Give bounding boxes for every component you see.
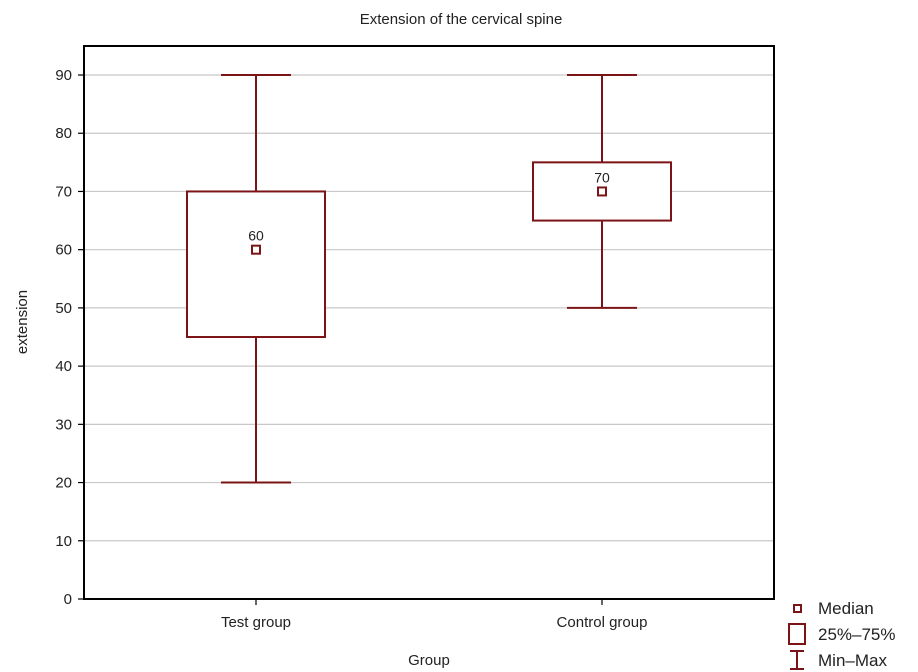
iqr-box	[186, 190, 326, 339]
y-tick-label: 0	[64, 591, 72, 608]
legend-label: 25%–75%	[818, 625, 896, 644]
box-group: 60	[186, 74, 326, 484]
y-axis-label: extension	[14, 290, 31, 354]
y-tick-label: 40	[55, 358, 72, 375]
boxes: 60 70	[186, 74, 672, 484]
median-label: 60	[248, 228, 264, 244]
legend: Median 25%–75% Min–Max	[788, 599, 896, 670]
median-marker	[597, 186, 607, 197]
y-tick-label: 20	[55, 475, 72, 492]
legend-label: Median	[818, 599, 874, 618]
plot-frame	[83, 45, 775, 600]
y-tick-label: 70	[55, 183, 72, 200]
median-marker	[251, 244, 261, 255]
y-tick-label: 50	[55, 300, 72, 317]
median-label: 70	[594, 169, 610, 185]
legend-label: Min–Max	[818, 651, 887, 670]
box-group: 70	[532, 74, 672, 309]
y-tick-label: 80	[55, 125, 72, 142]
y-axis-ticks: 0 10 20 30 40 50 60 70 80 90	[55, 67, 84, 608]
y-tick-label: 10	[55, 533, 72, 550]
x-axis-label: Group	[408, 652, 450, 669]
legend-entry: Min–Max	[790, 650, 887, 670]
y-tick-label: 60	[55, 242, 72, 259]
legend-median-icon	[793, 604, 802, 613]
legend-entry: 25%–75%	[788, 623, 896, 645]
y-tick-label: 30	[55, 416, 72, 433]
legend-entry: Median	[793, 599, 874, 618]
y-tick-label: 90	[55, 67, 72, 84]
x-category-label: Test group	[221, 614, 291, 631]
legend-box-icon	[788, 623, 806, 645]
x-axis-categories: Test group Control group	[221, 599, 647, 631]
chart-title: Extension of the cervical spine	[360, 11, 563, 28]
x-category-label: Control group	[557, 614, 648, 631]
